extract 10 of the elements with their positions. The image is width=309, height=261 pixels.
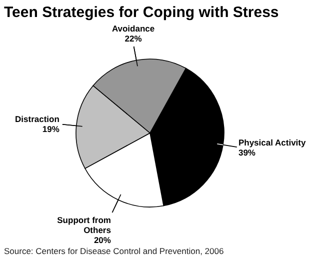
data-label: 20% [94, 235, 112, 246]
data-label: 22% [124, 34, 142, 44]
slice-label: Avoidance [112, 24, 155, 34]
data-label: 39% [238, 148, 256, 158]
slice-label: Distraction [15, 114, 60, 124]
slice-label: Support from Others [57, 215, 112, 236]
legend-label: Physical Activity [238, 138, 306, 148]
source-note: Source: Centers for Disease Control and Prevention, 2006 [4, 246, 224, 256]
data-label: 19% [42, 124, 60, 134]
chart-title: Teen Strategies for Coping with Stress [4, 4, 279, 21]
